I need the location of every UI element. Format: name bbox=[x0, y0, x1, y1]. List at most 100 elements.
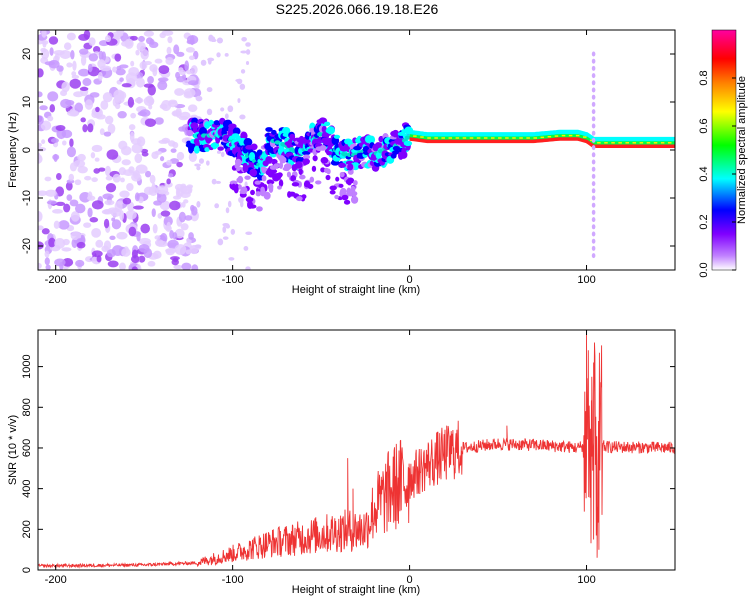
spectrogram-noise-blob bbox=[47, 200, 57, 204]
spectrogram-noise-blob bbox=[41, 139, 45, 144]
spectrogram-noise-blob bbox=[83, 222, 91, 228]
spectrogram-noise-blob bbox=[183, 199, 188, 203]
spectrogram-noise-blob bbox=[70, 50, 74, 60]
spectrogram-noise-blob bbox=[237, 79, 242, 85]
spectrogram-ridge-blob bbox=[292, 182, 299, 186]
spectrogram-noise-blob bbox=[133, 205, 144, 209]
spectrogram-noise-blob bbox=[176, 162, 183, 167]
spectrogram-noise-blob bbox=[51, 138, 59, 143]
spectrogram-noise-blob bbox=[148, 105, 152, 110]
spectrogram-noise-blob bbox=[189, 56, 195, 61]
spectrogram-noise-blob bbox=[196, 96, 203, 102]
spectrogram-vertical-blip bbox=[592, 239, 596, 244]
spectrogram-ridge-blob bbox=[324, 122, 330, 127]
spectrogram-x-label: Height of straight line (km) bbox=[292, 284, 420, 296]
spectrogram-ridge-blob bbox=[217, 147, 224, 151]
spectrogram-ridge-blob bbox=[326, 175, 331, 180]
spectrogram-noise-blob bbox=[173, 257, 178, 262]
spectrogram-noise-blob bbox=[84, 30, 91, 40]
spectrogram-noise-blob bbox=[87, 208, 92, 218]
spectrogram-ridge-blob bbox=[299, 175, 306, 180]
spectrogram-noise-blob bbox=[71, 71, 76, 76]
spectrogram-ridge-blob bbox=[334, 195, 339, 199]
spectrogram-ridge-blob bbox=[303, 158, 310, 164]
spectrogram-noise-blob bbox=[105, 116, 113, 125]
spectrogram-noise-blob bbox=[158, 77, 169, 81]
spectrogram-noise-blob bbox=[119, 210, 124, 220]
spectrogram-noise-blob bbox=[153, 251, 162, 259]
spectrogram-noise-blob bbox=[87, 123, 93, 132]
spectrogram-noise-blob bbox=[95, 240, 103, 248]
spectrogram-noise-blob bbox=[56, 202, 66, 206]
spectrogram-noise-blob bbox=[172, 142, 178, 148]
spectrogram-noise-blob bbox=[132, 266, 138, 272]
spectrogram-noise-blob bbox=[117, 111, 126, 118]
spectrogram-noise-blob bbox=[92, 200, 104, 209]
snr-panel: -200 -100 0 100 02004006008001000 Height of… bbox=[7, 330, 675, 596]
figure: S225.2026.066.19.18.E26 -200 -100 0 100 -20… bbox=[0, 0, 750, 600]
spectrogram-noise-blob bbox=[49, 36, 58, 44]
spectrogram-vertical-blip bbox=[592, 52, 596, 57]
spectrogram-ridge-blob bbox=[327, 126, 335, 134]
spectrogram-noise-blob bbox=[125, 39, 134, 49]
spectrogram-ridge-blob bbox=[268, 171, 275, 178]
spectrogram-noise-blob bbox=[186, 70, 193, 75]
spectrogram-noise-blob bbox=[212, 179, 217, 185]
spectrogram-noise-blob bbox=[155, 117, 164, 125]
spectrogram-noise-blob bbox=[130, 113, 136, 119]
spectrogram-noise-blob bbox=[56, 125, 66, 131]
spectrogram-noise-blob bbox=[155, 239, 164, 246]
spectrogram-noise-blob bbox=[157, 81, 167, 91]
spectrogram-vertical-blip bbox=[592, 80, 596, 85]
spectrogram-ridge-blob bbox=[250, 190, 255, 195]
spectrogram-noise-blob bbox=[119, 190, 129, 197]
snr-y-label: SNR (10 * v/v) bbox=[7, 415, 19, 485]
spectrogram-vertical-blip bbox=[592, 217, 596, 222]
spectrogram-noise-blob bbox=[67, 33, 76, 41]
spectrogram-noise-blob bbox=[54, 154, 58, 162]
spectrogram-noise-blob bbox=[228, 257, 234, 261]
spectrogram-noise-blob bbox=[85, 99, 93, 110]
spectrogram-noise-blob bbox=[40, 48, 46, 52]
spectrogram-noise-blob bbox=[45, 251, 50, 258]
spectrogram-vertical-blip bbox=[592, 145, 596, 150]
spectrogram-noise-blob bbox=[152, 208, 156, 217]
spectrogram-noise-blob bbox=[122, 83, 132, 87]
spectrogram-ridge-blob bbox=[307, 184, 313, 189]
spectrogram-ridge-blob bbox=[295, 161, 303, 168]
spectrogram-noise-blob bbox=[175, 244, 187, 255]
colorbar-tick-label: 0.8 bbox=[698, 70, 710, 85]
spectrogram-ridge-blob bbox=[244, 175, 250, 179]
spectrogram-noise-blob bbox=[104, 219, 109, 229]
spectrogram-noise-blob bbox=[112, 67, 117, 73]
spectrogram-ridge-blob bbox=[256, 206, 263, 211]
spectrogram-x-tick-label: -100 bbox=[222, 274, 244, 286]
spectrogram-noise-blob bbox=[64, 42, 72, 50]
spectrogram-vertical-blip bbox=[592, 174, 596, 179]
spectrogram-noise-blob bbox=[184, 88, 196, 97]
spectrogram-vertical-blip bbox=[592, 59, 596, 64]
spectrogram-noise-blob bbox=[35, 147, 46, 152]
spectrogram-noise-blob bbox=[222, 226, 226, 233]
spectrogram-noise-blob bbox=[155, 59, 163, 64]
spectrogram-noise-blob bbox=[160, 104, 168, 110]
spectrogram-noise-blob bbox=[243, 246, 248, 251]
spectrogram-noise-blob bbox=[67, 110, 79, 116]
spectrogram-noise-blob bbox=[149, 41, 158, 48]
spectrogram-ridge-blob bbox=[299, 168, 303, 175]
spectrogram-noise-blob bbox=[82, 78, 91, 86]
spectrogram-y-tick-label: -10 bbox=[21, 190, 33, 206]
spectrogram-noise-blob bbox=[54, 221, 60, 229]
spectrogram-noise-blob bbox=[240, 84, 246, 90]
spectrogram-noise-blob bbox=[184, 60, 189, 71]
spectrogram-noise-blob bbox=[128, 97, 134, 108]
spectrogram-noise-blob bbox=[191, 264, 198, 273]
spectrogram-noise-blob bbox=[45, 190, 57, 197]
spectrogram-noise-blob bbox=[147, 76, 154, 84]
spectrogram-noise-blob bbox=[104, 200, 114, 205]
spectrogram-noise-blob bbox=[90, 217, 99, 222]
spectrogram-noise-blob bbox=[98, 72, 103, 81]
spectrogram-noise-blob bbox=[142, 152, 149, 157]
spectrogram-noise-blob bbox=[130, 61, 134, 67]
spectrogram-noise-blob bbox=[246, 61, 249, 65]
